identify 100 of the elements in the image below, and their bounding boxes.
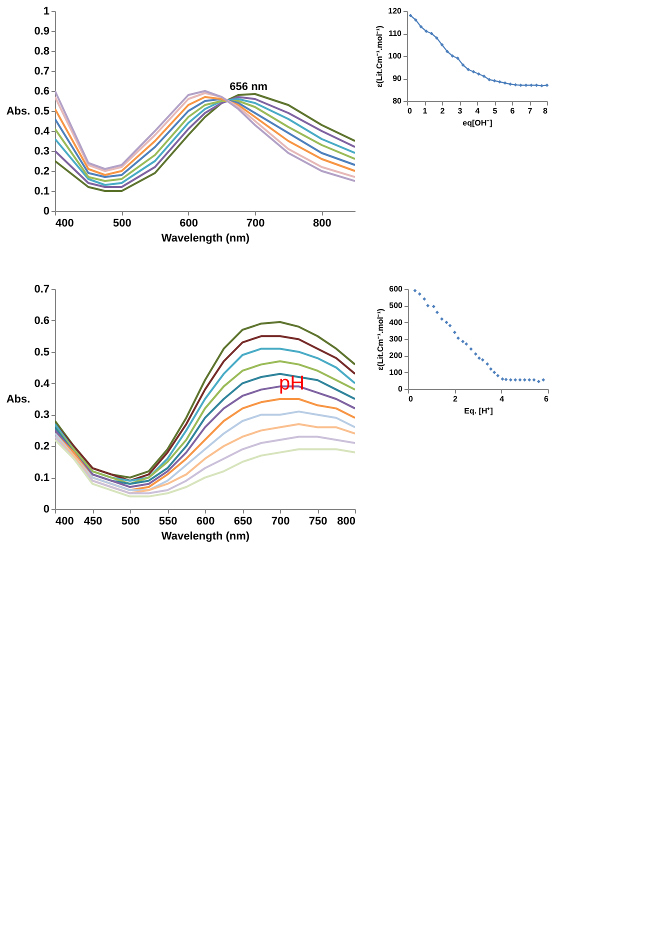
point	[450, 54, 454, 58]
point	[477, 356, 481, 360]
point	[469, 347, 473, 351]
point	[456, 56, 460, 60]
point	[413, 288, 417, 292]
point	[432, 304, 436, 308]
point	[474, 352, 478, 356]
point	[503, 81, 507, 85]
x-tick-label: 700	[271, 516, 290, 528]
point	[444, 320, 448, 324]
point	[461, 340, 465, 344]
y-tick-label: 0	[43, 206, 50, 218]
point	[540, 84, 544, 88]
point	[422, 297, 426, 301]
point	[496, 374, 500, 378]
point	[530, 84, 533, 87]
point	[492, 370, 496, 374]
x-tick-label: 5	[492, 106, 498, 116]
x-tick-label: 400	[56, 218, 74, 230]
point	[542, 378, 546, 382]
point	[498, 80, 502, 84]
x-tick-label: 600	[196, 516, 215, 528]
x-tick-label: 1	[422, 106, 428, 116]
y-tick-label: 0.3	[34, 146, 50, 158]
x-tick-label: 7	[528, 106, 533, 116]
x-tick-label: 400	[56, 516, 74, 528]
point	[536, 380, 540, 384]
y-axis-title: Abs.	[6, 394, 30, 406]
y-tick-label: 0.4	[34, 126, 50, 138]
y-tick-label: 200	[389, 351, 404, 360]
point	[489, 367, 493, 371]
x-tick-label: 2	[452, 394, 458, 404]
point	[514, 83, 518, 87]
y-tick-label: 0.5	[34, 106, 50, 118]
y-tick-label: 1	[43, 6, 50, 18]
point	[519, 84, 522, 87]
point	[426, 304, 430, 308]
y-tick-label: 0	[398, 384, 404, 394]
y-tick-label: 100	[389, 368, 404, 377]
point	[532, 378, 536, 382]
point	[518, 378, 522, 382]
y-tick-label: 0.7	[34, 66, 50, 78]
point	[440, 317, 444, 321]
y-tick-label: 0.1	[34, 186, 50, 198]
point	[514, 378, 518, 382]
y-tick-label: 80	[392, 96, 402, 106]
y-tick-label: 0.6	[34, 86, 50, 98]
x-tick-label: 750	[308, 516, 328, 528]
x-tick-label: 800	[312, 218, 332, 230]
x-tick-label: 8	[543, 106, 548, 116]
x-axis-title: Eq. [H⁺]	[464, 406, 494, 416]
y-tick-label: 0.8	[34, 46, 50, 58]
x-tick-label: 500	[121, 516, 140, 528]
x-tick-label: 3	[458, 106, 463, 116]
point	[448, 324, 452, 328]
x-axis-title: Wavelength (nm)	[161, 232, 250, 244]
x-tick-label: 450	[84, 516, 102, 528]
y-tick-label: 0.6	[34, 314, 50, 327]
y-tick-label: 110	[388, 29, 402, 38]
y-tick-label: 0.2	[34, 166, 50, 178]
y-tick-label: 90	[392, 74, 402, 83]
point	[464, 342, 468, 346]
x-tick-label: 600	[180, 218, 198, 230]
x-axis-title: Wavelength (nm)	[161, 530, 250, 542]
x-tick-label: 6	[510, 106, 516, 116]
y-tick-label: 0.7	[34, 284, 50, 296]
x-tick-label: 2	[440, 106, 446, 116]
x-tick-label: 0	[408, 394, 414, 404]
x-tick-label: 4	[475, 106, 480, 116]
annotation: 656 nm	[230, 81, 268, 93]
point	[480, 358, 484, 362]
point	[408, 14, 412, 18]
x-tick-label: 700	[246, 218, 265, 230]
x-tick-label: 0	[408, 106, 412, 116]
y-tick-label: 0	[43, 504, 50, 516]
y-tick-label: 0.9	[34, 26, 50, 38]
point	[522, 378, 526, 382]
point	[504, 378, 508, 382]
x-tick-label: 500	[112, 218, 132, 230]
y-tick-label: 120	[388, 6, 402, 16]
y-tick-label: 600	[389, 284, 404, 294]
y-tick-label: 0.1	[34, 472, 50, 484]
y-tick-label: 300	[389, 334, 404, 344]
y-tick-label: 400	[389, 318, 404, 327]
x-tick-label: 800	[337, 516, 356, 528]
point	[424, 30, 428, 33]
point	[508, 378, 512, 382]
y-tick-label: 0.3	[34, 409, 50, 422]
point	[528, 378, 532, 382]
point	[418, 292, 422, 296]
x-tick-label: 650	[234, 516, 252, 528]
y-tick-label: 100	[388, 52, 402, 60]
y-axis-title: ε(Lit.Cm⁻¹.mol⁻¹)	[375, 25, 384, 88]
point	[488, 78, 491, 82]
point	[486, 362, 490, 366]
y-axis-title: Abs.	[6, 106, 30, 118]
x-axis-title: eq[OH⁻]	[462, 118, 493, 128]
x-tick-label: 4	[500, 394, 505, 404]
y-axis-title: ε(Lit.Cm⁻¹.mol⁻¹)	[376, 308, 386, 370]
point	[435, 310, 439, 314]
